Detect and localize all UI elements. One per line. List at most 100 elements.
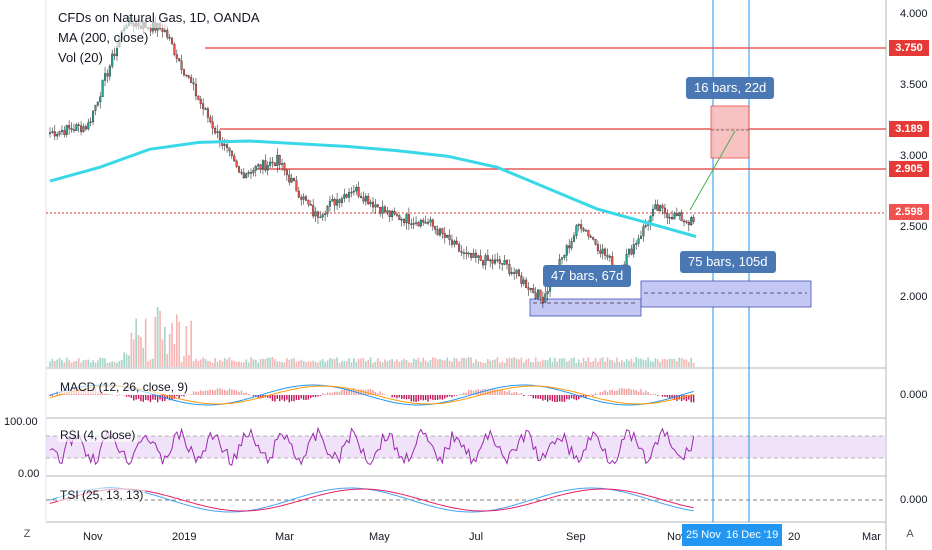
candle — [364, 195, 367, 202]
ma-200-line — [49, 139, 697, 238]
macd-bar — [336, 391, 338, 395]
rsi-legend[interactable]: RSI (4, Close) — [58, 428, 138, 442]
macd-bar — [463, 392, 465, 395]
time-axis-label: Mar — [862, 531, 881, 543]
candle — [470, 252, 473, 258]
candle — [498, 259, 501, 264]
candle — [233, 155, 236, 162]
candle — [48, 132, 52, 134]
zoom-button[interactable]: Z — [23, 528, 31, 540]
measure-box-short[interactable] — [529, 298, 642, 317]
macd-bar — [219, 388, 221, 395]
macd-bar — [465, 392, 468, 395]
candle — [685, 220, 688, 223]
volume-bar — [573, 357, 575, 367]
candle — [60, 130, 64, 132]
candle — [273, 162, 276, 166]
macd-bar — [106, 393, 109, 395]
vol-legend[interactable]: Vol (20) — [56, 48, 105, 68]
volume-bars — [49, 307, 695, 367]
volume-bar — [568, 360, 571, 367]
candle — [321, 214, 324, 218]
macd-bar — [628, 388, 630, 395]
volume-bar — [56, 359, 59, 367]
macd-bar — [190, 394, 192, 395]
candle — [541, 296, 544, 303]
projection-arrow — [689, 130, 736, 211]
candle — [436, 229, 439, 236]
projection-box[interactable] — [710, 105, 750, 159]
candle — [472, 252, 475, 258]
candle — [580, 224, 583, 229]
volume-bar — [345, 361, 348, 367]
volume-bar — [288, 359, 291, 367]
candle — [359, 196, 363, 198]
candle — [206, 108, 209, 118]
macd-bar — [130, 395, 133, 398]
macd-bar — [578, 395, 580, 400]
macd-bar — [683, 395, 685, 400]
volume-bar — [348, 358, 350, 367]
candle — [517, 269, 520, 276]
volume-bar — [403, 358, 405, 367]
volume-bar — [470, 357, 472, 367]
symbol-legend[interactable]: CFDs on Natural Gas, 1D, OANDA — [56, 8, 262, 28]
volume-bar — [360, 358, 362, 367]
macd-bar — [534, 395, 537, 399]
volume-bar — [211, 362, 214, 367]
price-axis-label: 4.000 — [900, 8, 928, 20]
macd-bar — [427, 395, 429, 402]
volume-bar — [73, 361, 75, 367]
measure-label-projection: 16 bars, 22d — [686, 77, 775, 99]
macd-bar — [501, 390, 503, 395]
macd-legend[interactable]: MACD (12, 26, close, 9) — [58, 380, 191, 394]
volume-bar — [302, 360, 305, 367]
candle — [65, 125, 68, 135]
volume-bar — [128, 355, 130, 367]
macd-bar — [546, 395, 549, 402]
macd-bar — [312, 395, 314, 397]
candle — [324, 213, 327, 215]
candle — [608, 256, 611, 258]
volume-bar — [290, 358, 293, 367]
measure-box-long[interactable] — [640, 280, 812, 308]
candle — [94, 104, 97, 111]
candle — [448, 234, 451, 241]
candle — [527, 287, 530, 290]
macd-bar — [314, 395, 317, 398]
macd-bar — [283, 395, 286, 402]
candle — [348, 192, 351, 198]
volume-bar — [592, 361, 594, 367]
macd-bar — [597, 394, 599, 395]
candle — [491, 259, 494, 264]
candle — [632, 244, 635, 255]
macd-bar — [156, 395, 159, 403]
macd-bar — [271, 395, 274, 401]
measure-label-long: 75 bars, 105d — [680, 251, 776, 273]
candle — [362, 197, 365, 202]
macd-bar — [434, 395, 436, 401]
candle — [486, 255, 489, 261]
auto-scale-button[interactable]: A — [906, 528, 914, 540]
candle — [249, 172, 253, 174]
macd-bar — [558, 395, 561, 402]
volume-bar — [223, 357, 226, 367]
volume-bar — [417, 357, 420, 367]
candle — [266, 165, 269, 171]
candle — [644, 225, 647, 227]
macd-bar — [508, 390, 511, 395]
macd-bar — [207, 390, 209, 395]
volume-bar — [135, 318, 137, 367]
macd-bar — [293, 395, 295, 402]
macd-bar — [645, 390, 647, 395]
macd-bar — [513, 392, 515, 395]
volume-bar — [362, 358, 365, 367]
candle — [211, 121, 214, 129]
tsi-legend[interactable]: TSI (25, 13, 13) — [58, 488, 146, 502]
volume-bar — [353, 358, 355, 367]
volume-bar — [520, 357, 523, 367]
macd-bar — [477, 389, 479, 395]
ma-legend[interactable]: MA (200, close) — [56, 28, 151, 48]
candle — [383, 206, 387, 213]
